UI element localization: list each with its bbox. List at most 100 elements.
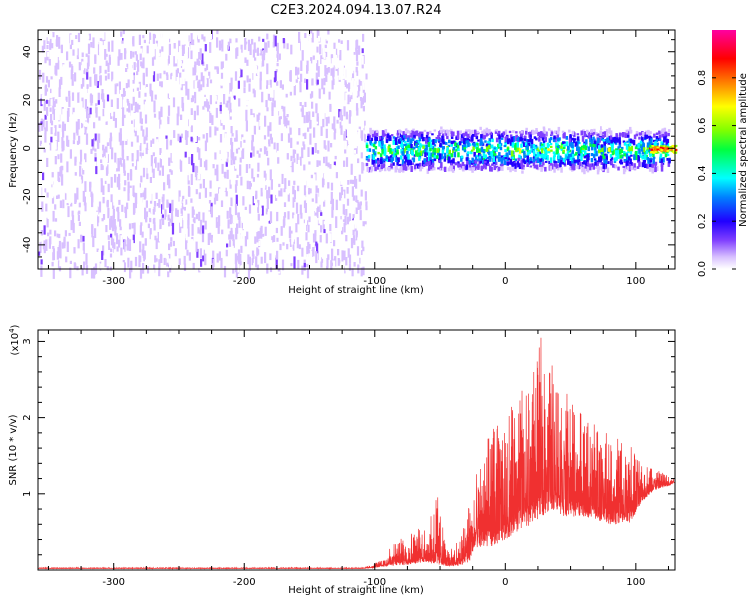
spectrogram-cell xyxy=(442,129,445,133)
spectrogram-cell xyxy=(68,173,71,186)
spectrogram-cell xyxy=(84,99,87,109)
spectrogram-cell xyxy=(389,155,393,159)
spectrogram-cell xyxy=(482,159,485,165)
spectrogram-cell xyxy=(181,97,184,108)
spectrogram-cell xyxy=(359,203,362,210)
spectrogram-cell xyxy=(505,117,508,121)
spectrogram-cell xyxy=(92,86,95,94)
spectrogram-cell xyxy=(53,109,56,115)
spectrogram-cell xyxy=(454,142,457,147)
spectrogram-cell xyxy=(41,144,44,154)
x-tick-label: -100 xyxy=(363,577,386,588)
spectrogram-cell xyxy=(341,227,344,235)
spectrogram-cell xyxy=(153,100,156,113)
spectrogram-cell xyxy=(190,43,193,52)
spectrogram-cell xyxy=(440,153,444,157)
spectrogram-cell xyxy=(65,96,68,102)
spectrogram-cell xyxy=(134,51,137,55)
spectrogram-cell xyxy=(237,68,240,77)
spectrogram-cell xyxy=(51,196,55,204)
spectrogram-cell xyxy=(405,143,409,146)
spectrogram-cell xyxy=(261,91,264,103)
spectrogram-cell xyxy=(205,133,209,143)
spectrogram-cell xyxy=(246,75,249,83)
spectrogram-cell xyxy=(227,219,230,229)
spectrogram-y-label: Frequency (Hz) xyxy=(8,112,19,188)
spectrogram-cell xyxy=(587,109,591,112)
spectrogram-cell xyxy=(234,184,238,193)
spectrogram-cell xyxy=(165,72,169,76)
spectrogram-cell xyxy=(489,132,492,135)
spectrogram-cell xyxy=(362,82,365,90)
spectrogram-cell xyxy=(50,120,54,126)
spectrogram-cell xyxy=(531,180,534,183)
spectrogram-cell xyxy=(146,265,150,274)
spectrogram-cell xyxy=(179,60,182,66)
spectrogram-cell xyxy=(270,179,273,190)
spectrogram-cell xyxy=(120,181,123,187)
spectrogram-cell xyxy=(54,140,57,150)
spectrogram-cell xyxy=(452,131,455,136)
spectrogram-cell xyxy=(582,166,585,172)
spectrogram-cell xyxy=(610,139,613,144)
spectrogram-cell xyxy=(185,81,188,89)
spectrogram-cell xyxy=(354,226,357,232)
spectrogram-cell xyxy=(152,138,155,144)
spectrogram-cell xyxy=(132,202,136,215)
spectrogram-cell xyxy=(307,162,310,168)
spectrogram-cell xyxy=(209,126,212,138)
spectrogram-cell xyxy=(348,254,352,263)
spectrogram-cell xyxy=(104,180,107,184)
spectrogram-cell xyxy=(203,205,207,218)
spectrogram-cell xyxy=(58,240,62,250)
spectrogram-cell xyxy=(329,38,332,51)
spectrogram-cell xyxy=(41,94,44,105)
spectrogram-cell xyxy=(100,180,103,193)
spectrogram-cell xyxy=(98,133,101,143)
spectrogram-cell xyxy=(201,193,204,200)
spectrogram-cell xyxy=(162,40,165,48)
spectrogram-cell xyxy=(663,127,667,132)
spectrogram-cell xyxy=(393,152,396,158)
spectrogram-cell xyxy=(408,109,411,113)
spectrogram-cell xyxy=(114,174,117,183)
spectrogram-cell xyxy=(605,171,609,176)
spectrogram-cell xyxy=(77,57,80,67)
spectrogram-cell xyxy=(104,94,108,106)
spectrogram-cell xyxy=(571,142,574,148)
spectrogram-cell xyxy=(414,140,417,144)
spectrogram-cell xyxy=(123,165,126,169)
spectrogram-cell xyxy=(149,228,152,240)
spectrogram-cell xyxy=(365,156,369,159)
spectrogram-cell xyxy=(267,144,270,152)
spectrogram-cell xyxy=(621,146,624,150)
spectrogram-cell xyxy=(340,186,344,196)
spectrogram-cell xyxy=(177,133,180,142)
spectrogram-cell xyxy=(457,148,460,152)
spectrogram-cell xyxy=(298,31,301,43)
spectrogram-cell xyxy=(269,133,272,141)
spectrogram-cell xyxy=(152,33,155,44)
spectrogram-cell xyxy=(480,138,483,144)
spectrogram-cell xyxy=(161,196,164,203)
spectrogram-cell xyxy=(268,106,272,111)
spectrogram-cell xyxy=(395,146,399,151)
spectrogram-cell xyxy=(298,244,301,250)
spectrogram-cell xyxy=(307,114,310,123)
spectrogram-cell xyxy=(615,134,619,140)
spectrogram-cell xyxy=(465,164,469,170)
spectrogram-cell xyxy=(413,134,416,138)
spectrogram-cell xyxy=(219,222,222,226)
spectrogram-cell xyxy=(276,250,279,260)
spectrogram-cell xyxy=(233,95,236,100)
spectrogram-cell xyxy=(348,161,352,169)
spectrogram-cell xyxy=(122,107,125,119)
spectrogram-cell xyxy=(511,136,514,143)
colorbar-tick-label: 0.6 xyxy=(697,118,708,134)
spectrogram-cell xyxy=(104,102,107,115)
spectrogram-cell xyxy=(486,156,489,160)
spectrogram-cell xyxy=(103,150,106,157)
spectrogram-cell xyxy=(315,72,318,84)
spectrogram-cell xyxy=(477,139,480,142)
spectrogram-cell xyxy=(553,136,556,140)
